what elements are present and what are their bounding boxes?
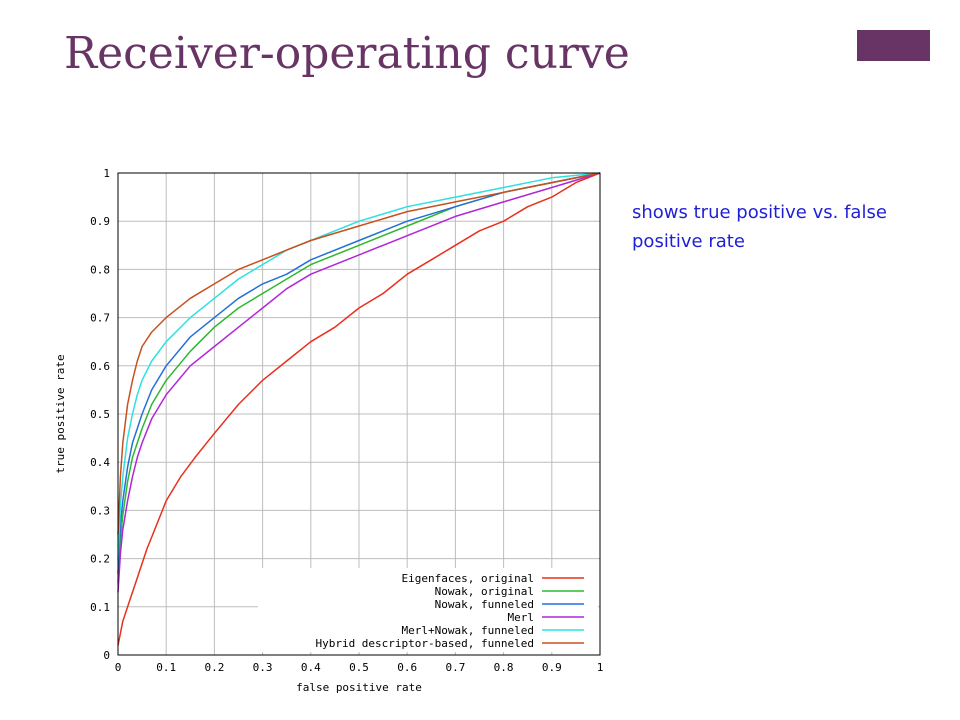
y-tick-label-2: 0.2 [90,553,110,566]
y-axis-label: true positive rate [54,354,67,473]
y-tick-label-10: 1 [103,167,110,180]
x-tick-label-7: 0.7 [445,661,465,674]
legend-label-0: Eigenfaces, original [402,572,534,585]
legend-label-2: Nowak, funneled [435,598,534,611]
corner-accent-box [857,30,930,61]
legend-label-5: Hybrid descriptor-based, funneled [315,637,534,650]
x-tick-label-0: 0 [115,661,122,674]
x-tick-label-8: 0.8 [494,661,514,674]
legend-background [258,568,598,652]
legend-label-3: Merl [508,611,535,624]
y-tick-label-9: 0.9 [90,215,110,228]
plot-frame [117,172,601,656]
series-line-4 [117,172,601,559]
series-line-3 [117,172,601,593]
y-tick-label-3: 0.3 [90,504,110,517]
x-tick-label-10: 1 [597,661,604,674]
legend-label-1: Nowak, original [435,585,534,598]
x-tick-label-9: 0.9 [542,661,562,674]
x-tick-label-5: 0.5 [349,661,369,674]
series-line-0 [117,172,601,646]
series-line-2 [117,172,601,574]
legend-label-4: Merl+Nowak, funneled [402,624,534,637]
y-tick-label-8: 0.8 [90,263,110,276]
x-axis-label: false positive rate [296,681,422,694]
y-tick-label-0: 0 [103,649,110,662]
slide-title: Receiver-operating curve [64,28,630,79]
y-tick-label-6: 0.6 [90,360,110,373]
series-layer [117,172,601,646]
y-tick-label-4: 0.4 [90,456,110,469]
slide-caption: shows true positive vs. false positive r… [632,202,887,252]
x-tick-label-3: 0.3 [253,661,273,674]
x-tick-labels: 0 0.1 0.2 0.3 0.4 0.5 0.6 0.7 0.8 0.9 1 [115,661,604,674]
x-tick-label-4: 0.4 [301,661,321,674]
x-tick-label-1: 0.1 [156,661,176,674]
series-line-1 [117,172,601,583]
roc-chart: 0 0.1 0.2 0.3 0.4 0.5 0.6 0.7 0.8 0.9 1 0 0.1 0.2 0.3… [54,167,604,694]
y-tick-label-5: 0.5 [90,408,110,421]
x-tick-label-2: 0.2 [204,661,224,674]
y-tick-label-1: 0.1 [90,601,110,614]
y-tick-label-7: 0.7 [90,312,110,325]
x-tick-label-6: 0.6 [397,661,417,674]
y-tick-labels: 0 0.1 0.2 0.3 0.4 0.5 0.6 0.7 0.8 0.9 1 [90,167,110,662]
series-line-5 [117,172,601,535]
